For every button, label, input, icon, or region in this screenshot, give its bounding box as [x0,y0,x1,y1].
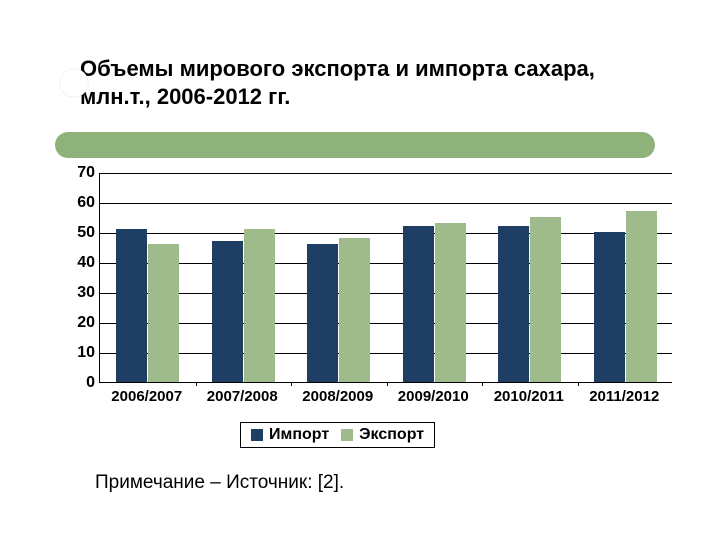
bar-import [212,241,243,382]
x-tick-mark [578,382,579,386]
bar-group [100,173,196,382]
bar-import [116,229,147,382]
y-tick-label: 40 [57,254,95,272]
x-axis-labels: 2006/2007 2007/2008 2008/2009 2009/2010 2010… [99,388,672,408]
legend-item: Экспорт [341,426,424,444]
y-tick-label: 70 [57,164,95,182]
y-tick-label: 50 [57,224,95,242]
legend-label: Импорт [269,426,329,444]
x-tick-mark [196,382,197,386]
bar-import [403,226,434,382]
legend: Импорт Экспорт [240,422,435,448]
x-tick-label: 2007/2008 [207,388,278,405]
title-bullet-dot [60,69,88,97]
bar-export [435,223,466,382]
legend-swatch [341,429,353,441]
y-tick-label: 20 [57,314,95,332]
plot-area [99,173,672,383]
bar-export [530,217,561,382]
legend-swatch [251,429,263,441]
footnote: Примечание – Источник: [2]. [95,472,344,494]
title-accent-bar [55,132,655,158]
x-tick-label: 2006/2007 [111,388,182,405]
bar-export [626,211,657,382]
legend-label: Экспорт [359,426,424,444]
y-tick-label: 60 [57,194,95,212]
bar-export [339,238,370,382]
bar-import [594,232,625,382]
x-tick-mark [291,382,292,386]
bar-export [244,229,275,382]
y-tick-label: 0 [57,374,95,392]
x-tick-label: 2009/2010 [398,388,469,405]
y-tick-label: 10 [57,344,95,362]
chart-title: Объемы мирового экспорта и импорта сахар… [80,55,640,110]
bar-group [196,173,292,382]
bar-import [498,226,529,382]
bar-group [387,173,483,382]
x-tick-mark [387,382,388,386]
x-tick-label: 2008/2009 [302,388,373,405]
slide-root: Объемы мирового экспорта и импорта сахар… [0,0,720,540]
bar-import [307,244,338,382]
x-tick-label: 2011/2012 [589,388,659,405]
bar-group [482,173,578,382]
bar-groups [100,173,672,382]
chart-area: 010203040506070 2006/20072007/20082008/2… [57,173,674,401]
x-tick-label: 2010/2011 [494,388,564,405]
bar-export [148,244,179,382]
y-tick-label: 30 [57,284,95,302]
x-tick-mark [482,382,483,386]
legend-item: Импорт [251,426,329,444]
bar-group [578,173,674,382]
bar-group [291,173,387,382]
